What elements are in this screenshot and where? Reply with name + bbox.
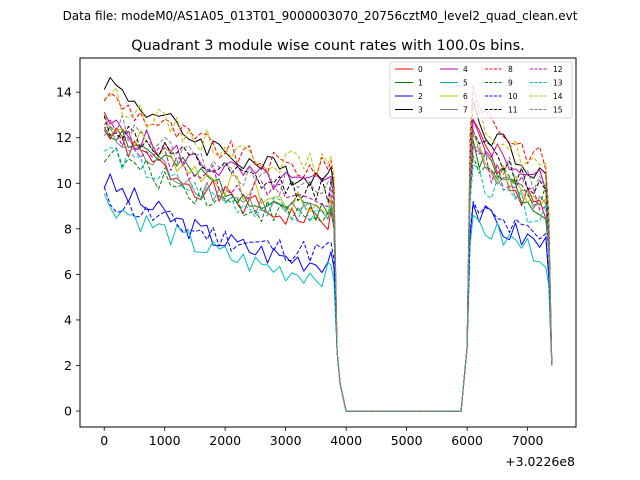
x-tick-label: 6000	[451, 433, 483, 448]
legend-label-1: 1	[418, 79, 423, 88]
legend-frame	[389, 61, 573, 119]
legend-label-15: 15	[553, 106, 563, 115]
y-tick-label: 6	[64, 267, 72, 282]
legend-label-7: 7	[463, 106, 468, 115]
series-line-12	[103, 119, 553, 412]
x-tick-label: 0	[100, 433, 108, 448]
legend-label-6: 6	[463, 92, 468, 101]
y-tick-label: 2	[64, 358, 72, 373]
legend-label-2: 2	[418, 92, 423, 101]
x-tick-label: 4000	[330, 433, 362, 448]
plot-frame	[79, 57, 577, 428]
chart-title: Quadrant 3 module wise count rates with …	[131, 38, 525, 54]
x-tick-label: 1000	[149, 433, 181, 448]
x-tick-label: 7000	[512, 433, 544, 448]
y-tick-label: 0	[64, 404, 72, 419]
y-axis: 0 2 4 6 8 10 12 14	[56, 85, 80, 419]
y-tick-label: 14	[56, 85, 72, 100]
series-line-0	[103, 119, 553, 412]
legend-label-3: 3	[418, 106, 423, 115]
series-line-7	[103, 126, 553, 412]
legend-label-12: 12	[553, 65, 563, 74]
legend-label-5: 5	[463, 79, 468, 88]
series-line-15	[104, 115, 553, 412]
x-axis: 0 1000 2000 3000 4000 5000 6000 7000	[100, 427, 544, 448]
legend-label-4: 4	[463, 65, 468, 74]
legend-label-9: 9	[508, 79, 513, 88]
series-line-9	[103, 147, 553, 412]
legend-label-0: 0	[418, 65, 423, 74]
series-line-5	[103, 193, 553, 412]
series-line-10	[103, 186, 553, 412]
series-line-8	[103, 84, 553, 412]
legend-label-10: 10	[508, 92, 518, 101]
y-tick-label: 10	[56, 176, 72, 191]
series-line-11	[103, 115, 553, 412]
series-line-2	[103, 173, 553, 412]
y-tick-label: 4	[64, 312, 72, 327]
series-line-13	[103, 147, 553, 412]
legend-label-13: 13	[553, 79, 563, 88]
legend-label-8: 8	[508, 65, 513, 74]
series-line-14	[104, 87, 553, 412]
x-tick-label: 2000	[209, 433, 241, 448]
x-tick-label: 3000	[270, 433, 302, 448]
legend-label-11: 11	[508, 106, 518, 115]
figure-suptitle: Data file: modeM0/AS1A05_013T01_90000030…	[63, 9, 578, 23]
x-tick-label: 5000	[391, 433, 423, 448]
legend-label-14: 14	[553, 92, 563, 101]
y-tick-label: 8	[64, 221, 72, 236]
series-layer	[103, 77, 553, 412]
y-tick-label: 12	[56, 130, 72, 145]
x-offset-label: +3.0226e8	[505, 454, 575, 469]
